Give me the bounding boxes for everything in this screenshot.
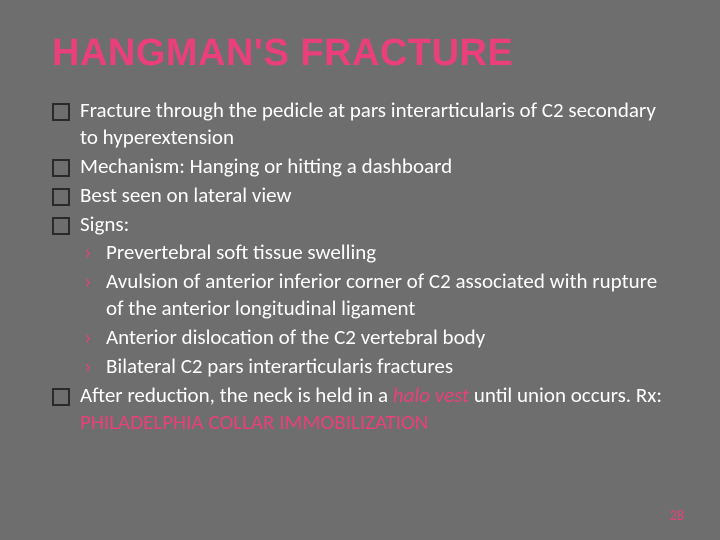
list-item: After reduction, the neck is held in a h…: [52, 382, 672, 436]
slide-title: HANGMAN'S FRACTURE: [52, 32, 672, 75]
bullet-text: Mechanism: Hanging or hitting a dashboar…: [80, 153, 452, 179]
list-item: Signs: Prevertebral soft tissue swelling…: [52, 211, 672, 380]
sub-item: Anterior dislocation of the C2 vertebral…: [80, 324, 672, 351]
list-item: Mechanism: Hanging or hitting a dashboar…: [52, 153, 672, 180]
slide: HANGMAN'S FRACTURE Fracture through the …: [0, 0, 720, 540]
list-item: Fracture through the pedicle at pars int…: [52, 97, 672, 151]
sub-item: Prevertebral soft tissue swelling: [80, 239, 672, 266]
list-item: Best seen on lateral view: [52, 182, 672, 209]
bullet-text: Best seen on lateral view: [80, 182, 292, 208]
page-number: 28: [670, 507, 684, 524]
sub-item: Avulsion of anterior inferior corner of …: [80, 268, 672, 322]
bullet-text-part: After reduction, the neck is held in a: [80, 382, 393, 408]
bullet-text-highlight: PHILADELPHIA COLLAR IMMOBILIZATION: [80, 409, 428, 435]
sub-list: Prevertebral soft tissue swelling Avulsi…: [80, 239, 672, 379]
bullet-list: Fracture through the pedicle at pars int…: [52, 97, 672, 436]
bullet-text: Fracture through the pedicle at pars int…: [80, 97, 656, 150]
bullet-text-highlight: halo vest: [393, 382, 469, 408]
bullet-text: Signs:: [80, 211, 129, 237]
bullet-text-part: until union occurs. Rx:: [469, 382, 662, 408]
sub-item: Bilateral C2 pars interarticularis fract…: [80, 353, 672, 380]
